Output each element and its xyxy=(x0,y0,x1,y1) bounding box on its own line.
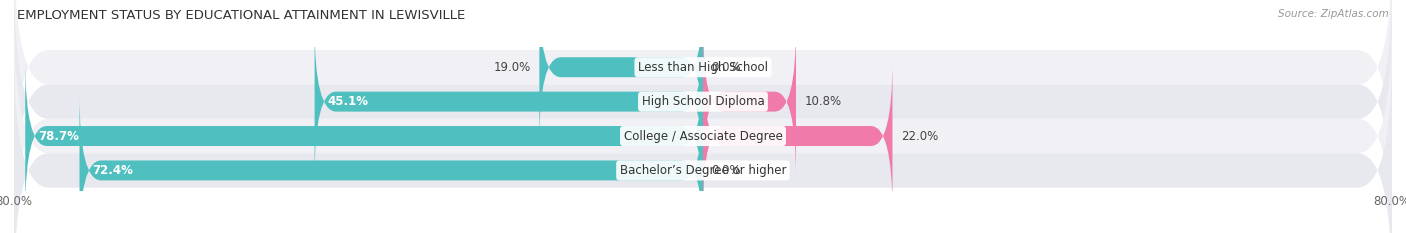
Text: 0.0%: 0.0% xyxy=(711,164,741,177)
FancyBboxPatch shape xyxy=(80,94,703,233)
FancyBboxPatch shape xyxy=(14,16,1392,233)
Text: 72.4%: 72.4% xyxy=(93,164,134,177)
FancyBboxPatch shape xyxy=(703,60,893,212)
Text: 19.0%: 19.0% xyxy=(494,61,531,74)
Text: EMPLOYMENT STATUS BY EDUCATIONAL ATTAINMENT IN LEWISVILLE: EMPLOYMENT STATUS BY EDUCATIONAL ATTAINM… xyxy=(17,9,465,22)
FancyBboxPatch shape xyxy=(703,26,796,178)
Text: 78.7%: 78.7% xyxy=(38,130,79,143)
Text: Bachelor’s Degree or higher: Bachelor’s Degree or higher xyxy=(620,164,786,177)
Text: 22.0%: 22.0% xyxy=(901,130,938,143)
FancyBboxPatch shape xyxy=(315,26,703,178)
FancyBboxPatch shape xyxy=(25,60,703,212)
Text: College / Associate Degree: College / Associate Degree xyxy=(624,130,782,143)
Text: Less than High School: Less than High School xyxy=(638,61,768,74)
Text: 45.1%: 45.1% xyxy=(328,95,368,108)
Text: 0.0%: 0.0% xyxy=(711,61,741,74)
FancyBboxPatch shape xyxy=(540,0,703,143)
FancyBboxPatch shape xyxy=(14,0,1392,188)
FancyBboxPatch shape xyxy=(14,50,1392,233)
Text: 10.8%: 10.8% xyxy=(804,95,842,108)
Text: High School Diploma: High School Diploma xyxy=(641,95,765,108)
FancyBboxPatch shape xyxy=(14,0,1392,222)
Text: Source: ZipAtlas.com: Source: ZipAtlas.com xyxy=(1278,9,1389,19)
